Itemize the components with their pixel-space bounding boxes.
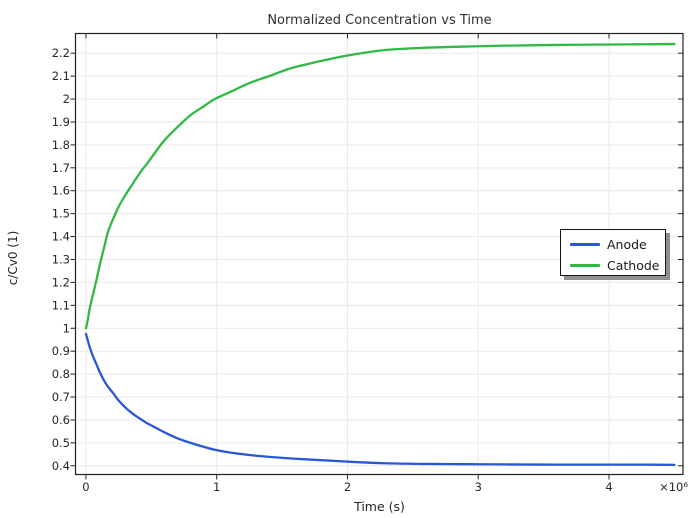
y-tick-label: 1.1: [52, 298, 70, 312]
y-tick-label: 1.2: [52, 275, 70, 289]
y-tick-label: 0.5: [52, 436, 70, 450]
y-tick-label: 1.7: [52, 161, 70, 175]
plot-border: [74, 32, 684, 476]
x-tick-label: 4: [605, 480, 612, 494]
chart-title: Normalized Concentration vs Time: [267, 13, 492, 28]
legend-label-cathode: Cathode: [607, 258, 660, 273]
y-tick-label: 0.8: [52, 367, 70, 381]
y-tick-label: 0.6: [52, 413, 70, 427]
x-tick-label: 1: [213, 480, 220, 494]
y-tick-label: 1.6: [52, 184, 70, 198]
y-tick-label: 2.2: [52, 46, 70, 60]
y-tick-label: 1: [63, 321, 70, 335]
y-tick-label: 1.3: [52, 253, 70, 267]
anode-line-swatch: [570, 243, 600, 246]
legend-label-anode: Anode: [607, 237, 647, 252]
x-axis-multiplier-label: ×10⁶: [659, 480, 688, 494]
series-line-cathode: [84, 42, 676, 330]
legend-item-cathode: Cathode: [570, 255, 665, 276]
x-tick-label: 2: [344, 480, 351, 494]
y-tick-label: 1.4: [52, 230, 70, 244]
x-tick-label: 3: [475, 480, 482, 494]
y-tick-label: 0.7: [52, 390, 70, 404]
y-tick-label: 0.4: [52, 459, 70, 473]
x-tick-label: 0: [82, 480, 89, 494]
legend: Anode Cathode: [560, 229, 666, 276]
y-tick-label: 1.9: [52, 115, 70, 129]
cathode-line-swatch: [570, 264, 600, 267]
y-axis-label: c/Cv0 (1): [6, 230, 20, 286]
y-tick-label: 1.5: [52, 207, 70, 221]
series-line-anode: [84, 332, 676, 467]
x-axis-label: Time (s): [354, 499, 405, 514]
y-tick-label: 0.9: [52, 344, 70, 358]
y-tick-label: 2: [63, 92, 70, 106]
y-tick-label: 1.8: [52, 138, 70, 152]
y-tick-label: 2.1: [52, 69, 70, 83]
legend-item-anode: Anode: [570, 234, 665, 255]
